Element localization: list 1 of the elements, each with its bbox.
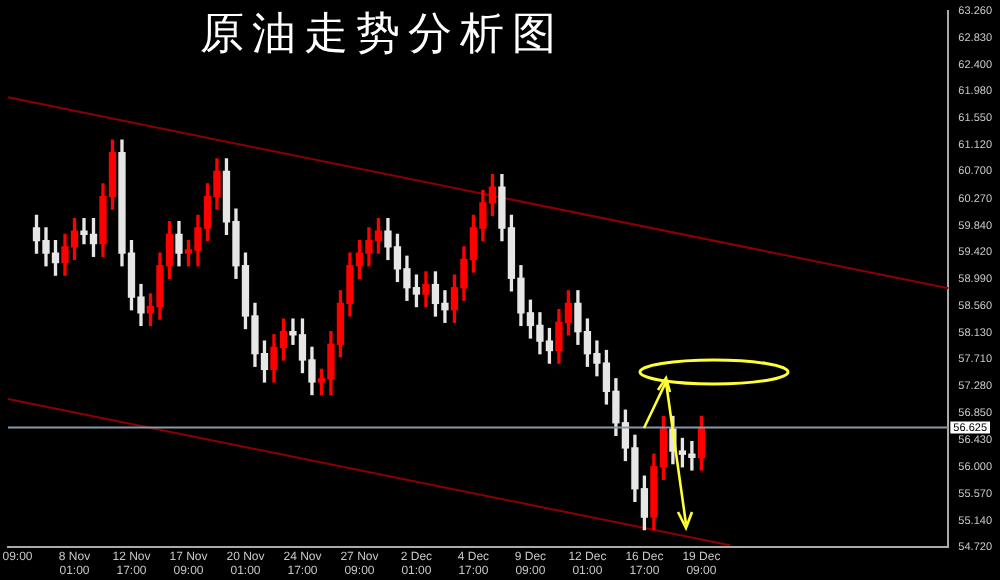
chart-title: 原油走势分析图 xyxy=(200,6,564,62)
